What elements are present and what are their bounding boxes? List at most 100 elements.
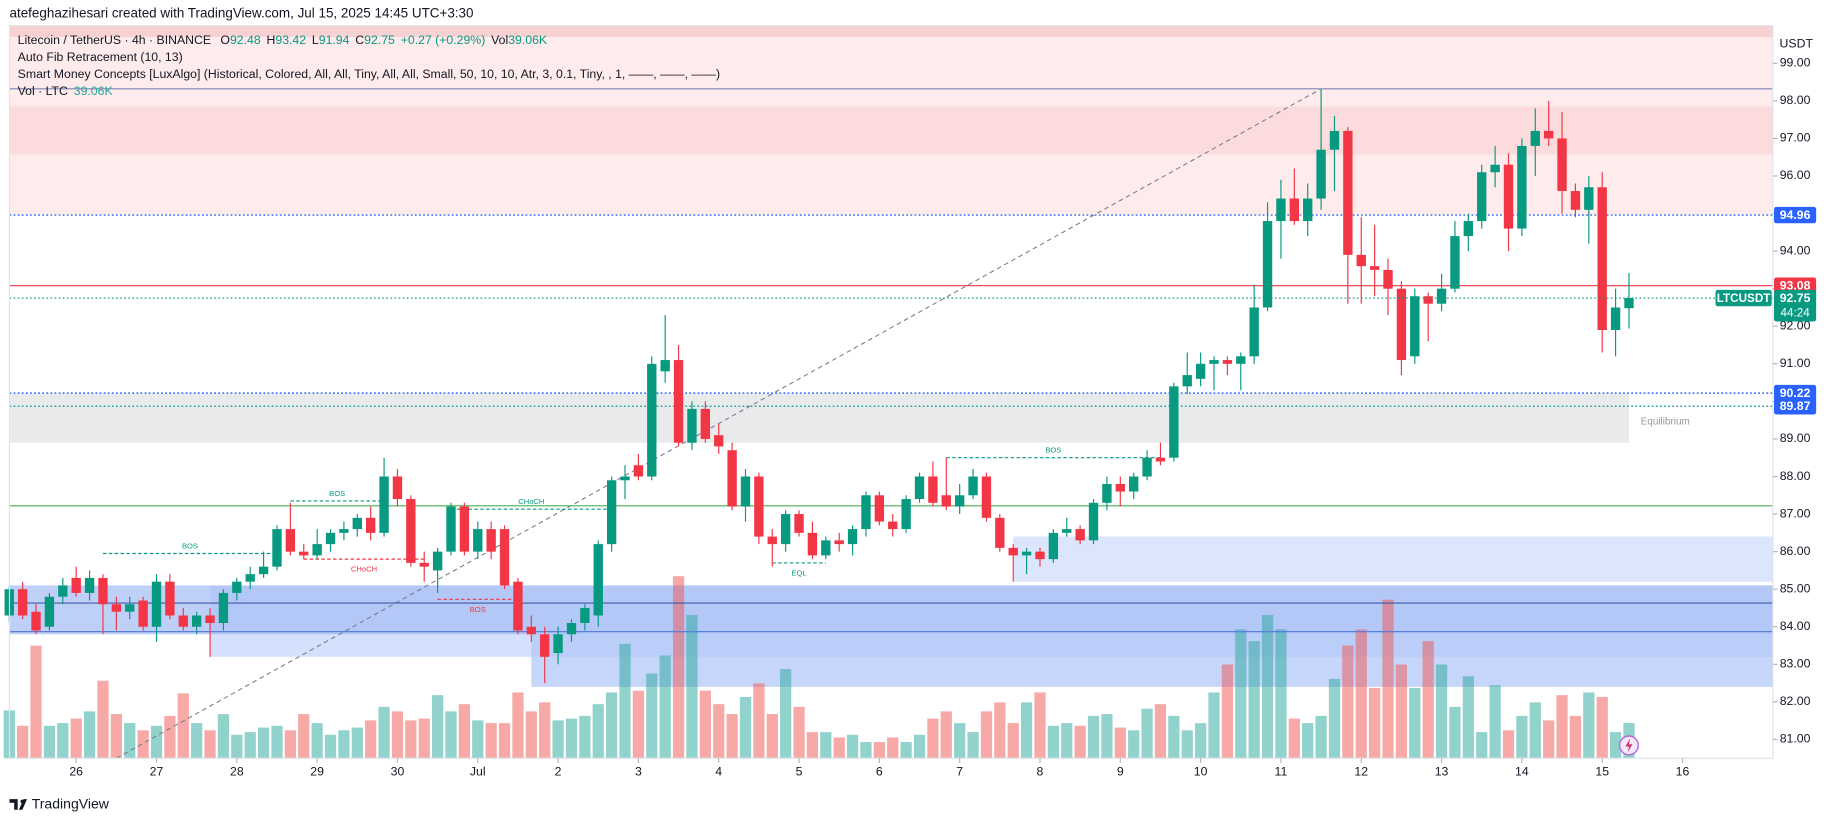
candle-body <box>1276 198 1286 222</box>
volume-bar <box>1583 692 1595 759</box>
candle-body <box>245 574 255 582</box>
bolt-icon <box>1618 735 1639 756</box>
candle-body <box>593 544 603 616</box>
candle-body <box>1624 298 1634 309</box>
volume-bar <box>1235 629 1247 759</box>
candle-body <box>1463 221 1474 237</box>
currency: USDT <box>1780 37 1814 51</box>
candle-body <box>1115 484 1125 492</box>
countdown: 44:24 <box>1780 306 1810 319</box>
volume-bar <box>257 727 270 759</box>
volume-bar <box>806 732 819 759</box>
volume-bar <box>632 690 645 759</box>
volume-bar <box>472 720 484 759</box>
y-tick-label: 96.00 <box>1780 168 1811 182</box>
candle-body <box>1303 198 1313 222</box>
volume-bar <box>1529 702 1541 759</box>
volume-bar <box>1275 629 1287 759</box>
candle-body <box>392 476 403 500</box>
volume-bar <box>1141 708 1153 759</box>
x-tick-label: 12 <box>1354 765 1368 779</box>
candle-body <box>687 408 697 443</box>
price-tag-label: 89.87 <box>1780 399 1811 413</box>
volume-bar <box>619 643 631 759</box>
x-tick-label: 6 <box>876 765 883 779</box>
volume-bar <box>820 732 832 759</box>
candle-body <box>111 604 122 612</box>
volume-bar <box>954 723 966 759</box>
candle-body <box>767 536 777 545</box>
volume-bar <box>887 737 899 759</box>
volume-bar <box>927 718 939 759</box>
zone-label: Equilibrium <box>1641 416 1690 427</box>
y-tick-label: 82.00 <box>1780 694 1811 708</box>
volume-bar <box>1288 718 1300 759</box>
x-tick-label: 10 <box>1194 765 1208 779</box>
candle-body <box>446 506 456 552</box>
structure-label: BOS <box>470 605 486 614</box>
volume-bar <box>498 723 511 759</box>
volume-bar <box>1435 664 1448 759</box>
volume-bar <box>780 669 792 759</box>
symbol-title: Litecoin / TetherUS · 4h · BINANCE <box>18 33 211 47</box>
candle-body <box>620 476 630 481</box>
volume-bar <box>592 704 604 759</box>
volume-bar <box>686 614 698 759</box>
vol-word: Vol <box>491 33 508 47</box>
ohlc-value: 91.94 <box>319 33 350 47</box>
candle-body <box>1530 130 1540 146</box>
candle-body <box>673 360 684 443</box>
volume-bar <box>565 718 578 759</box>
candle-body <box>606 480 617 545</box>
candle-body <box>1008 547 1018 556</box>
candle-body <box>714 435 724 447</box>
zone <box>9 585 1773 635</box>
y-tick-label: 91.00 <box>1780 356 1811 370</box>
candle-body <box>499 529 510 586</box>
volume-bar <box>365 720 377 759</box>
volume-bar <box>1409 687 1421 759</box>
candle-body <box>861 495 871 530</box>
volume-bar <box>1248 641 1260 759</box>
candle-body <box>1236 356 1246 364</box>
candle-body <box>272 529 282 567</box>
candle-body <box>473 529 483 552</box>
candle-body <box>566 623 577 635</box>
volume-bar <box>164 715 176 759</box>
y-tick-label: 87.00 <box>1780 506 1811 520</box>
x-tick-label: 26 <box>69 765 83 779</box>
candle-body <box>98 577 108 605</box>
zone <box>9 393 1629 443</box>
price-tag-label: 90.22 <box>1780 386 1811 400</box>
y-tick-label: 89.00 <box>1780 431 1811 445</box>
volume-bar <box>1328 678 1341 759</box>
candle-body <box>1517 145 1527 229</box>
volume-bar <box>753 683 765 759</box>
volume-bar <box>1101 714 1113 759</box>
volume-bar <box>30 645 42 759</box>
volume-bar <box>1422 641 1434 759</box>
volume-bar <box>1476 732 1488 759</box>
candle-body <box>138 600 148 627</box>
icon-bolt <box>1625 738 1633 753</box>
volume-bar <box>1302 723 1314 759</box>
candle-body <box>1356 254 1366 267</box>
logo-dot <box>20 799 25 804</box>
structure-label: EQL <box>791 568 806 577</box>
symbol-tag <box>1715 289 1772 307</box>
price-tag <box>1774 277 1817 294</box>
candle-body <box>232 581 242 593</box>
candle-body <box>1035 551 1045 560</box>
volume-bar <box>552 720 564 759</box>
volume-legend-name: Vol · LTC <box>18 84 68 98</box>
candle-body <box>1182 375 1192 387</box>
fib-trend-line <box>116 88 1322 759</box>
candle-body <box>1169 386 1179 458</box>
candle-body <box>740 476 751 507</box>
volume-bar <box>150 725 163 759</box>
candle-body <box>1597 187 1607 331</box>
volume-bar <box>833 737 845 759</box>
volume-bar <box>311 723 323 759</box>
candle-body <box>928 476 938 503</box>
